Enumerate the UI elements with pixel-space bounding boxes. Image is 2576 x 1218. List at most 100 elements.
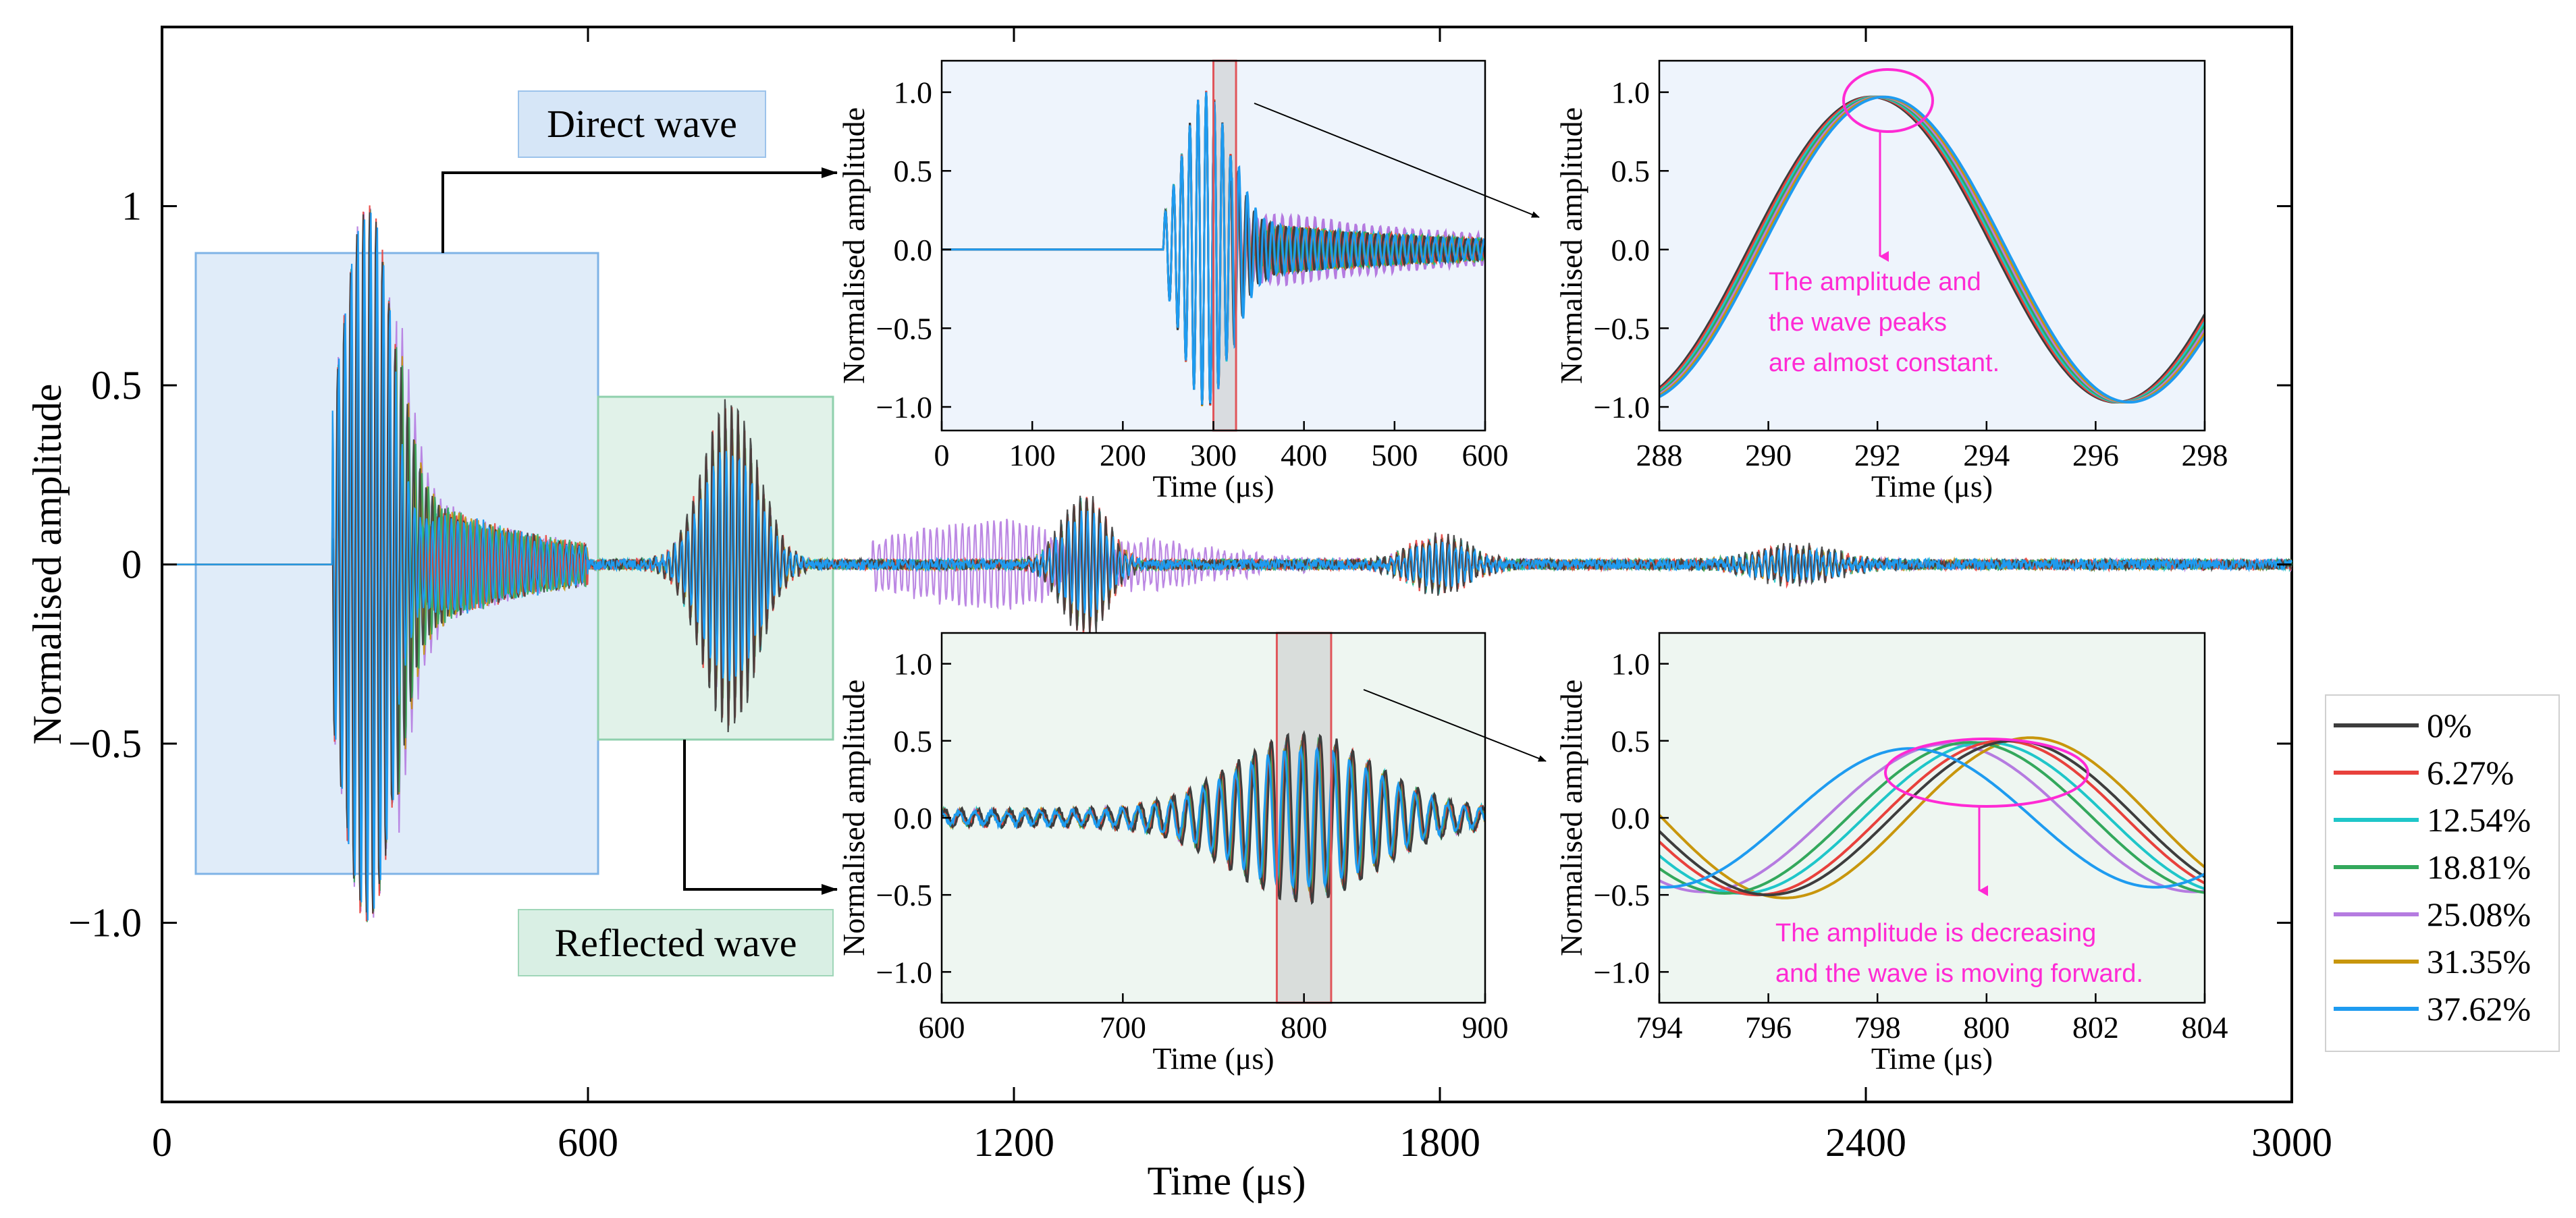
inset-x-tick-label: 802 <box>2072 1010 2119 1045</box>
inset-series-6 <box>942 745 1485 889</box>
inset-x-tick-label: 200 <box>1100 438 1146 472</box>
main-y-tick-label: 0 <box>122 543 142 587</box>
legend: 0% 6.27% 12.54% 18.81% 25.08% 31.35% 37.62% <box>2334 707 2531 1028</box>
main-series-6 <box>162 213 2292 921</box>
inset-series-group <box>1659 736 2205 899</box>
reflected-wave-label: Reflected wave <box>554 921 797 965</box>
main-x-tick-label: 1200 <box>973 1120 1054 1165</box>
inset-x-tick-label: 0 <box>934 438 950 472</box>
inset-direct-full: 0 100 200 300 400 500 600 1.0 0.5 0.0 −0.5 −1.0 Time… <box>836 59 1509 503</box>
inset-y-tick-label: 0.0 <box>1611 801 1651 835</box>
direct-wave-label-box <box>518 90 766 158</box>
inset-x-tick-label: 292 <box>1854 438 1901 472</box>
inset-x-tick-label: 700 <box>1100 1010 1146 1045</box>
legend-label: 37.62% <box>2427 990 2531 1028</box>
inset-x-tick-label: 296 <box>2072 438 2119 472</box>
inset-y-tick-label: −0.5 <box>876 311 932 345</box>
reflected-wave-label-box <box>518 909 834 976</box>
inset-x-axis-label: Time (μs) <box>1871 1041 1993 1076</box>
inset-reflected-zoom: 794 796 798 800 802 804 1.0 0.5 0.0 −0.5 −1.0 Time … <box>1554 632 2228 1076</box>
inset-x-tick-label: 796 <box>1745 1010 1792 1045</box>
direct-annotation-line-2: the wave peaks <box>1769 308 1947 337</box>
main-x-tick-label: 3000 <box>2251 1120 2332 1165</box>
reflected-wave-arrow <box>683 740 838 895</box>
inset-y-axis-label: Normalised amplitude <box>836 680 871 956</box>
inset-y-tick-label: −1.0 <box>876 955 932 989</box>
inset-reflected-full: 600 700 800 900 1.0 0.5 0.0 −0.5 −1.0 Time (μs) No… <box>836 632 1509 1076</box>
inset-direct-zoom: 288 290 292 294 296 298 1.0 0.5 0.0 −0.5 −1.0 Time … <box>1554 59 2228 503</box>
legend-label: 12.54% <box>2427 801 2531 839</box>
reflected-annotation-line-1: The amplitude is decreasing <box>1775 919 2096 947</box>
inset-x-tick-label: 298 <box>2182 438 2228 472</box>
inset-frame <box>1658 59 2206 432</box>
inset-x-tick-label: 800 <box>1963 1010 2010 1045</box>
inset-x-axis-label: Time (μs) <box>1152 1041 1274 1076</box>
direct-annotation-line-1: The amplitude and <box>1769 268 1981 296</box>
inset-x-tick-label: 600 <box>1462 438 1509 472</box>
inset-x-tick-label: 900 <box>1462 1010 1509 1045</box>
inset-series-1 <box>1659 739 2205 897</box>
main-y-tick-label: −1.0 <box>68 901 142 945</box>
main-series-group <box>162 205 2292 922</box>
main-x-tick-label: 600 <box>558 1120 618 1165</box>
inset-series-group <box>942 729 1485 906</box>
main-y-axis-label: Normalised amplitude <box>25 384 70 745</box>
inset-y-tick-label: 1.0 <box>894 76 933 110</box>
inset-y-tick-label: −0.5 <box>1594 878 1650 912</box>
inset-y-axis-label: Normalised amplitude <box>1554 107 1588 384</box>
inset-y-axis-label: Normalised amplitude <box>836 107 871 384</box>
inset-x-axis-label: Time (μs) <box>1152 469 1274 503</box>
legend-box <box>2325 694 2560 1052</box>
main-y-tick-label: 0.5 <box>91 363 142 408</box>
inset-y-tick-label: −1.0 <box>876 390 932 424</box>
inset-x-tick-label: 294 <box>1963 438 2010 472</box>
reflected-peak-ellipse <box>1884 738 2089 808</box>
inset-y-tick-label: 1.0 <box>1611 76 1651 110</box>
direct-wave-label: Direct wave <box>547 102 737 146</box>
inset-x-tick-label: 300 <box>1190 438 1237 472</box>
inset-y-axis-label: Normalised amplitude <box>1554 680 1588 956</box>
direct-zoom-connector <box>1254 103 1540 218</box>
inset-series-0 <box>1659 739 2205 897</box>
inset-y-tick-label: 1.0 <box>1611 647 1651 682</box>
inset-series-6 <box>1659 95 2205 404</box>
inset-y-tick-label: 0.5 <box>1611 154 1651 188</box>
direct-annotation-line-3: are almost constant. <box>1769 349 2000 377</box>
inset-y-tick-label: 0.0 <box>894 233 933 267</box>
direct-wave-arrow <box>441 167 838 253</box>
inset-x-tick-label: 798 <box>1854 1010 1901 1045</box>
inset-y-tick-label: 0.5 <box>894 724 933 758</box>
inset-y-tick-label: 0.5 <box>1611 724 1651 758</box>
inset-x-tick-label: 804 <box>2182 1010 2228 1045</box>
inset-x-tick-label: 500 <box>1371 438 1418 472</box>
main-x-tick-label: 0 <box>152 1120 172 1165</box>
inset-x-tick-label: 794 <box>1636 1010 1683 1045</box>
inset-y-tick-label: 0.0 <box>894 801 933 835</box>
inset-y-tick-label: −1.0 <box>1594 390 1650 424</box>
legend-label: 31.35% <box>2427 943 2531 980</box>
legend-label: 18.81% <box>2427 848 2531 886</box>
inset-y-tick-label: 1.0 <box>894 647 933 682</box>
inset-y-tick-label: −0.5 <box>1594 311 1650 345</box>
main-y-tick-label: −0.5 <box>68 721 142 766</box>
main-x-tick-label: 1800 <box>1399 1120 1480 1165</box>
inset-series-group <box>1659 95 2205 404</box>
inset-x-tick-label: 400 <box>1281 438 1327 472</box>
main-y-tick-label: 1 <box>122 184 142 229</box>
main-x-axis-label: Time (μs) <box>1148 1159 1306 1203</box>
inset-y-tick-label: 0.0 <box>1611 233 1651 267</box>
reflected-annotation-line-2: and the wave is moving forward. <box>1775 960 2143 988</box>
main-x-tick-label: 2400 <box>1825 1120 1906 1165</box>
inset-series-6 <box>1659 747 2205 889</box>
inset-x-tick-label: 100 <box>1009 438 1056 472</box>
legend-label: 25.08% <box>2427 895 2531 933</box>
reflected-zoom-connector <box>1363 689 1547 762</box>
direct-peak-ellipse <box>1842 68 1934 133</box>
inset-background <box>1659 633 2205 1003</box>
inset-x-axis-label: Time (μs) <box>1871 469 1993 503</box>
inset-series-0 <box>942 729 1485 906</box>
inset-x-tick-label: 600 <box>919 1010 965 1045</box>
legend-label: 0% <box>2427 707 2472 744</box>
